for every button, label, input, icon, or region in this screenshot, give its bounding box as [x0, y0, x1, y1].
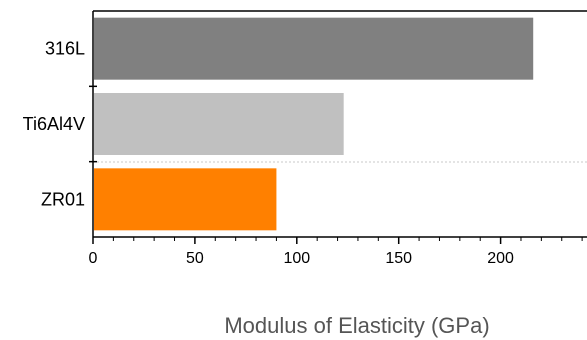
category-labels-layer: 316L Ti6Al4V ZR01: [23, 39, 85, 210]
x-tick-label-150: 150: [385, 250, 412, 267]
x-tick-label-200: 200: [487, 250, 514, 267]
x-tick-label-0: 0: [89, 250, 98, 267]
x-tick-labels-layer: 0 50 100 150 200: [89, 250, 514, 267]
x-axis-title: Modulus of Elasticity (GPa): [224, 313, 489, 338]
y-ticks-layer: [89, 85, 97, 163]
x-tick-label-100: 100: [283, 250, 310, 267]
bar-zr01: [94, 168, 277, 231]
x-tick-label-50: 50: [186, 250, 204, 267]
bar-316l: [94, 17, 534, 80]
bar-ti6al4v: [94, 93, 344, 155]
category-label-zr01: ZR01: [41, 189, 85, 209]
x-ticks-layer: [92, 237, 583, 244]
category-label-ti6al4v: Ti6Al4V: [23, 114, 85, 134]
bars-layer: [94, 17, 534, 231]
category-label-316l: 316L: [45, 39, 85, 59]
